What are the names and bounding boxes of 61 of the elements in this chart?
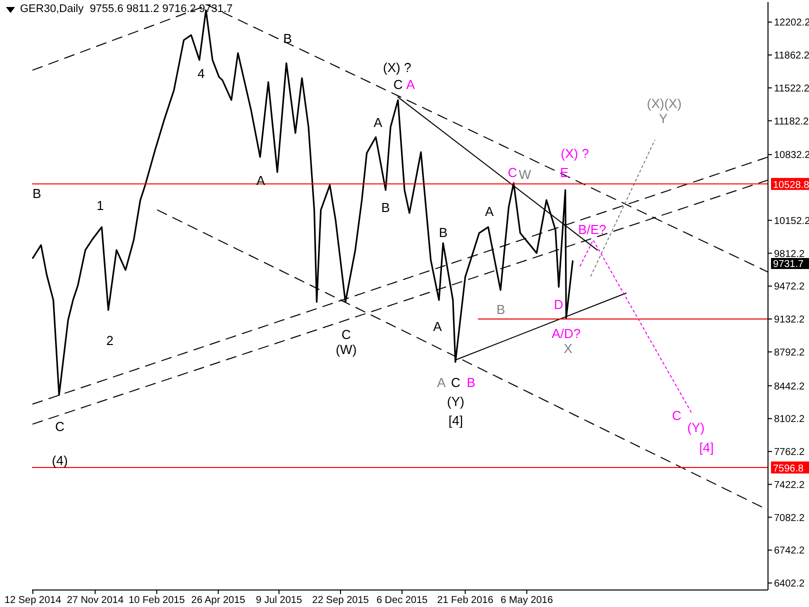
y-tick-label: 11522.2 bbox=[774, 83, 809, 94]
annotation: 2 bbox=[106, 333, 114, 348]
y-tick-label: 8792.2 bbox=[774, 347, 806, 358]
x-tick-label: 26 Apr 2015 bbox=[191, 595, 246, 606]
annotation: X bbox=[564, 341, 573, 356]
annotation: C bbox=[672, 408, 682, 423]
annotation: C bbox=[393, 77, 403, 92]
annotation: [4] bbox=[448, 413, 463, 428]
annotation: C bbox=[55, 419, 65, 434]
y-tick-label: 11862.2 bbox=[774, 50, 809, 62]
y-tick-label: 8102.2 bbox=[774, 414, 806, 426]
annotation: C bbox=[342, 327, 351, 342]
text: 9731.7 bbox=[773, 259, 804, 270]
annotation: [4] bbox=[699, 440, 714, 455]
annotation: (X) ? bbox=[383, 60, 412, 75]
annotation: A bbox=[485, 204, 494, 219]
annotation: B bbox=[438, 225, 448, 240]
annotation: (Y) bbox=[447, 394, 464, 409]
annotation: B bbox=[466, 375, 476, 390]
annotation: A bbox=[406, 77, 416, 92]
annotation: (X)(X) bbox=[646, 96, 682, 111]
annotation: B bbox=[381, 200, 390, 215]
annotation: C bbox=[508, 165, 518, 180]
y-tick-label: 7422.2 bbox=[774, 480, 806, 491]
x-tick-label: 9 Jul 2015 bbox=[256, 595, 302, 606]
y-tick-label: 9812.2 bbox=[774, 248, 806, 260]
annotation: (X) ? bbox=[560, 146, 589, 161]
annotation: C bbox=[451, 375, 460, 390]
annotation: B bbox=[32, 186, 42, 201]
y-tick-label: 8442.2 bbox=[774, 381, 806, 392]
y-tick-label: 7082.2 bbox=[774, 512, 806, 524]
ref-line-label: 10528.8 bbox=[773, 180, 809, 191]
y-tick-label: 9472.2 bbox=[774, 282, 806, 293]
annotation: A bbox=[374, 115, 383, 130]
y-tick-label: 7762.2 bbox=[774, 447, 806, 458]
annotation: 4 bbox=[197, 66, 205, 81]
y-tick-label: 11182.2 bbox=[774, 116, 809, 128]
annotation: 1 bbox=[96, 198, 104, 213]
x-tick-label: 21 Feb 2016 bbox=[437, 595, 494, 606]
annotation: (4) bbox=[52, 453, 68, 468]
annotation: B/E? bbox=[578, 222, 606, 237]
x-tick-label: 22 Sep 2015 bbox=[312, 595, 370, 606]
annotation: Y bbox=[658, 111, 668, 126]
annotation: B bbox=[283, 31, 292, 46]
y-tick-label: 6402.2 bbox=[774, 578, 806, 590]
annotation: D bbox=[554, 297, 564, 312]
y-tick-label: 6742.2 bbox=[774, 546, 806, 557]
annotation: A bbox=[436, 375, 446, 390]
x-tick-label: 6 Dec 2015 bbox=[376, 595, 428, 606]
x-tick-label: 6 May 2016 bbox=[500, 595, 554, 606]
annotation: (Y) bbox=[687, 420, 705, 435]
annotation: (W) bbox=[336, 342, 357, 357]
y-tick-label: 9132.2 bbox=[774, 314, 806, 326]
x-tick-label: 10 Feb 2015 bbox=[128, 595, 186, 606]
annotation: W bbox=[518, 167, 532, 182]
annotation: A/D? bbox=[552, 326, 581, 341]
annotation: B bbox=[496, 302, 506, 317]
ref-line-label: 7596.8 bbox=[773, 463, 804, 474]
annotation: A bbox=[433, 319, 442, 334]
x-tick-label: 12 Sep 2014 bbox=[4, 595, 62, 606]
x-tick-label: 27 Nov 2014 bbox=[66, 595, 124, 606]
